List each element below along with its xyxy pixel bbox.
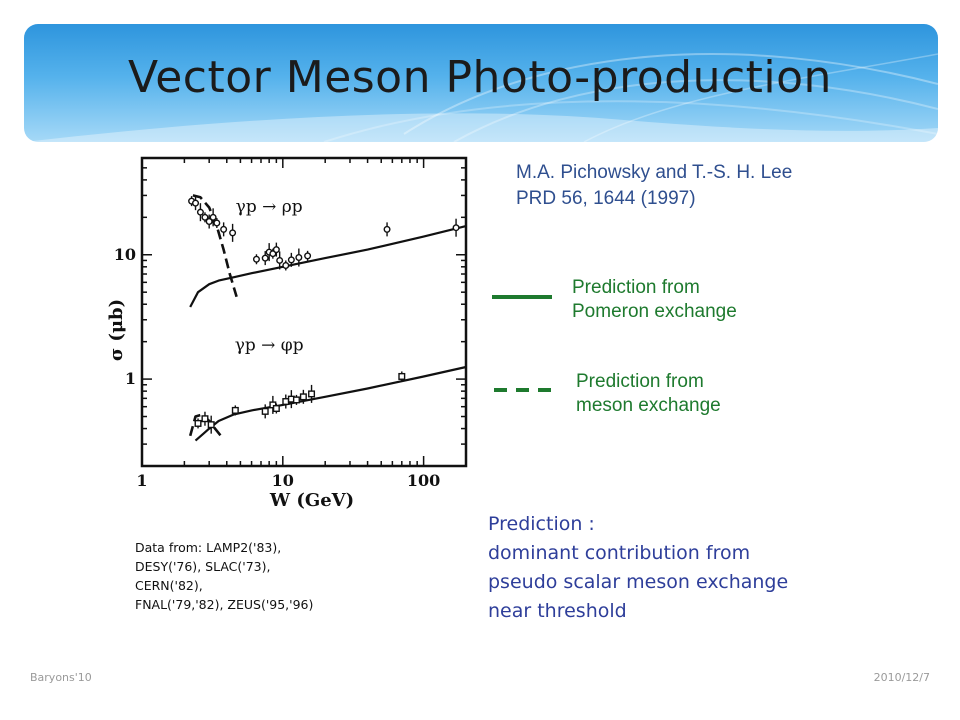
slide-title: Vector Meson Photo-production [128, 52, 832, 103]
legend-solid-line [492, 295, 552, 299]
note-line-4: near threshold [488, 600, 627, 622]
data-source-line-2: DESY('76), SLAC('73), [135, 559, 271, 574]
data-point [201, 213, 209, 221]
data-point [287, 256, 295, 264]
data-point [192, 199, 200, 207]
data-point [292, 396, 300, 404]
legend-dashed-line [494, 388, 554, 392]
data-point [205, 218, 213, 226]
data-source-line-1: Data from: LAMP2('83), [135, 540, 282, 555]
footer-date: 2010/12/7 [873, 671, 930, 684]
data-point [194, 419, 202, 427]
data-point [308, 390, 316, 398]
data-point [398, 372, 406, 380]
data-point [196, 208, 204, 216]
note-line-3: pseudo scalar meson exchange [488, 571, 789, 593]
y-tick-label-1: 10 [114, 245, 136, 264]
x-tick-label-1: 10 [272, 471, 294, 490]
data-point [272, 246, 280, 254]
banner-swoosh-decoration [24, 53, 938, 142]
data-point [207, 421, 215, 429]
data-point [272, 405, 280, 413]
y-tick-label-0: 1 [125, 369, 136, 388]
legend-pomeron-line1: Prediction from [572, 277, 700, 298]
reference-authors: M.A. Pichowsky and T.-S. H. Lee [516, 162, 793, 183]
data-point [295, 254, 303, 262]
plot-frame [140, 156, 468, 468]
data-point [231, 406, 239, 414]
prediction-note: Prediction : dominant contribution from … [488, 510, 788, 626]
data-point [282, 398, 290, 406]
data-source: Data from: LAMP2('83), DESY('76), SLAC('… [135, 538, 313, 614]
data-point [299, 393, 307, 401]
data-point [252, 255, 260, 263]
data-source-line-4: FNAL('79,'82), ZEUS('95,'96) [135, 597, 314, 612]
y-axis-label: σ (μb) [106, 299, 127, 361]
data-source-line-3: CERN('82), [135, 578, 203, 593]
data-point [220, 225, 228, 233]
data-point [213, 219, 221, 227]
pomeron-exchange-curve [189, 225, 467, 308]
note-line-2: dominant contribution from [488, 542, 751, 564]
data-point [282, 261, 290, 269]
data-point [261, 254, 269, 262]
legend-meson: Prediction from meson exchange [576, 370, 721, 418]
data-point [304, 252, 312, 260]
reaction-label-1: γp → φp [235, 335, 304, 355]
footer-conference: Baryons'10 [30, 671, 92, 684]
reference-citation: M.A. Pichowsky and T.-S. H. Lee PRD 56, … [516, 160, 792, 212]
x-axis-label: W (GeV) [269, 490, 354, 510]
x-tick-label-0: 1 [136, 471, 147, 490]
data-point [383, 225, 391, 233]
x-tick-label-2: 100 [407, 471, 440, 490]
legend-pomeron: Prediction from Pomeron exchange [572, 276, 737, 324]
data-point [452, 224, 460, 232]
pomeron-exchange-curve [194, 365, 467, 442]
legend-pomeron-line2: Pomeron exchange [572, 301, 737, 322]
data-point [201, 415, 209, 423]
title-banner [24, 24, 938, 142]
reaction-label-0: γp → ρp [236, 197, 303, 217]
data-point [276, 256, 284, 264]
meson-exchange-curve [192, 194, 238, 298]
legend-meson-line1: Prediction from [576, 371, 704, 392]
data-point [229, 229, 237, 237]
note-line-1: Prediction : [488, 513, 595, 535]
legend-meson-line2: meson exchange [576, 395, 721, 416]
data-point [209, 213, 217, 221]
cross-section-plot: σ (μb) W (GeV) 1 10 100 1 10 γp → ρp γp → φp [106, 156, 468, 510]
reference-journal: PRD 56, 1644 (1997) [516, 188, 696, 209]
data-point [261, 407, 269, 415]
